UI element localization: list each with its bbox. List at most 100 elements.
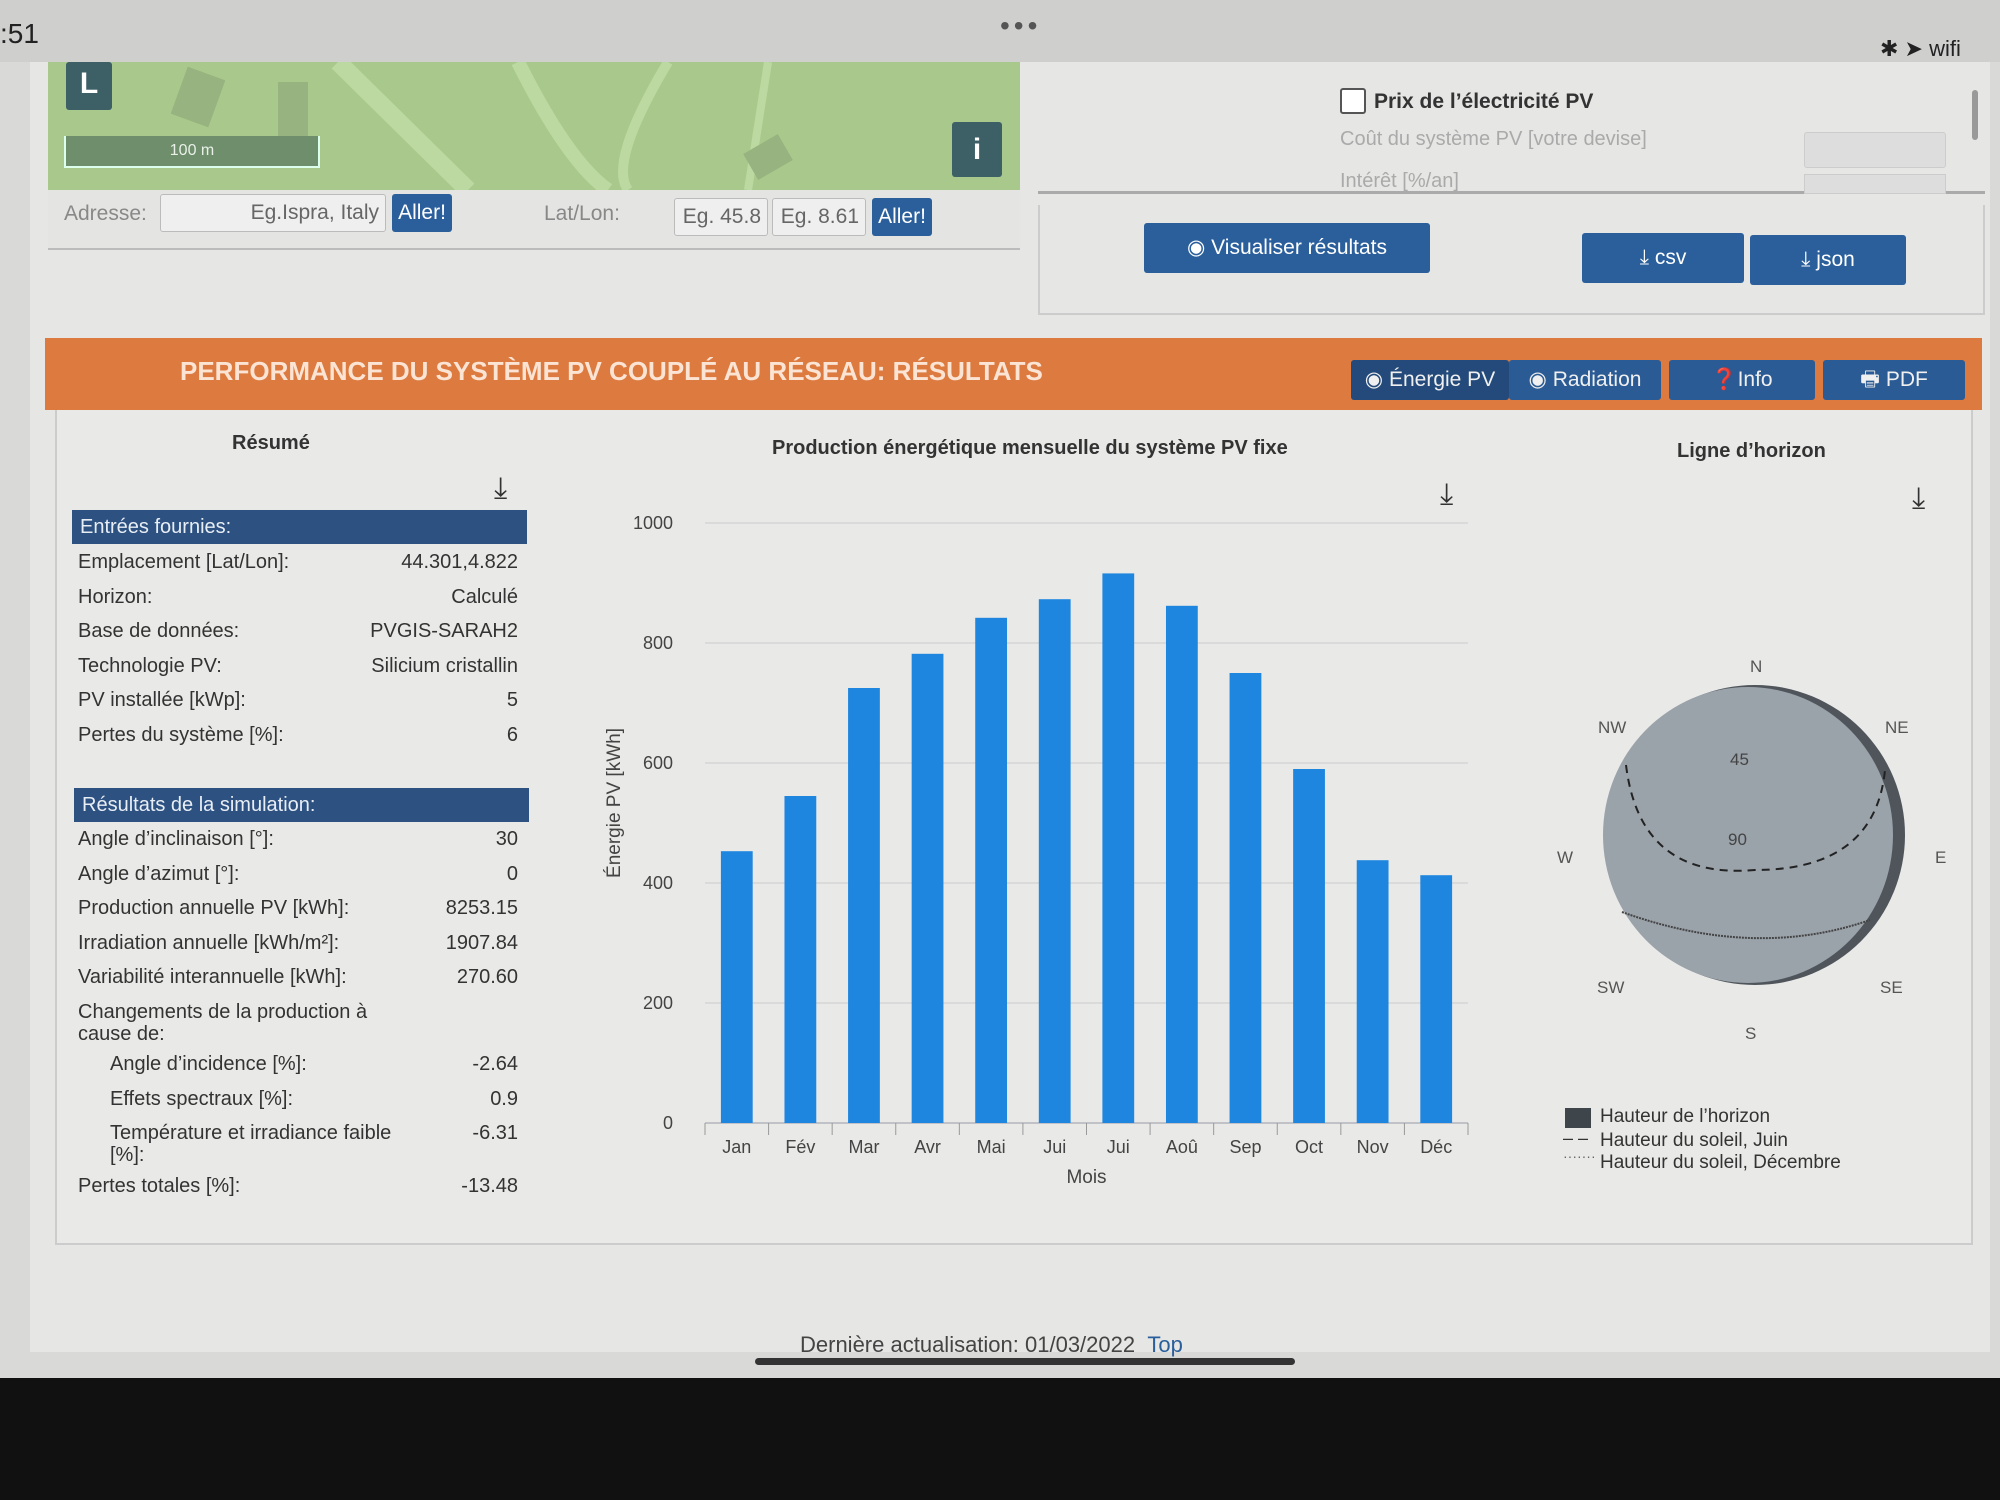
legend-swatch-horizon [1565,1108,1591,1128]
row-label: Angle d’inclinaison [°]: [78,828,274,850]
y-tick-label: 0 [663,1113,673,1133]
layer-button[interactable]: L [66,62,112,110]
horizon-title: Ligne d’horizon [1677,440,1826,462]
price-checkbox[interactable] [1340,88,1366,114]
bar [1356,860,1389,1123]
pricing-panel: Prix de l’électricité PV Coût du système… [1038,62,1985,194]
row-label: Emplacement [Lat/Lon]: [78,551,290,573]
x-tick-label: Nov [1357,1137,1389,1157]
home-indicator[interactable] [755,1358,1295,1365]
summary-row: Pertes du système [%]: 6 [78,724,518,746]
device-bezel [0,1378,2000,1500]
compass-e: E [1935,848,1947,867]
sky-disc [1603,687,1893,983]
summary-row: Horizon: Calculé [78,586,518,608]
summary-row: Variabilité interannuelle [kWh]: 270.60 [78,966,518,988]
legend-dot-icon: ······· [1563,1148,1596,1164]
chart-download-icon[interactable]: ⤓ [1440,478,1454,511]
csv-label: csv [1654,246,1687,269]
legend-horizon: Hauteur de l’horizon [1600,1106,1771,1127]
compass-ne: NE [1885,718,1909,737]
bar [975,617,1008,1123]
summary-title: Résumé [232,432,310,454]
multitask-dots[interactable]: ••• [1000,10,1042,41]
lon-input[interactable]: Eg. 8.61 [772,198,866,236]
download-icon: ⤓ [1801,248,1817,271]
address-row: Adresse: Eg.Ispra, Italy Aller! Lat/Lon:… [48,190,1020,250]
row-label: Effets spectraux [%]: [110,1087,294,1110]
download-json-button[interactable]: ⤓ json [1750,235,1906,285]
x-axis-label: Mois [1066,1167,1106,1188]
summary-row: Technologie PV: Silicium cristallin [78,655,518,677]
top-link[interactable]: Top [1147,1332,1183,1357]
pdf-button[interactable]: 🖶 PDF [1823,360,1965,400]
bar [1038,599,1071,1123]
x-tick-label: Jan [722,1137,751,1157]
eye-icon: ◉ [1186,236,1212,259]
compass-w: W [1557,848,1574,867]
chart-title: Production énergétique mensuelle du syst… [772,437,1288,459]
x-tick-label: Jui [1107,1137,1130,1157]
scrollbar[interactable] [1972,90,1978,140]
row-value: 0 [506,862,518,885]
info-button[interactable]: ❓Info [1669,360,1815,400]
interest-input[interactable] [1804,174,1946,194]
y-tick-label: 800 [643,633,673,653]
legend-december: Hauteur du soleil, Décembre [1600,1152,1841,1173]
bar [911,653,944,1123]
summary-row: Emplacement [Lat/Lon]: 44.301,4.822 [78,551,518,573]
row-value: 270.60 [456,966,518,988]
compass-se: SE [1880,978,1903,997]
address-go-button[interactable]: Aller! [392,194,452,232]
tab-energie-pv[interactable]: ◉ Énergie PV [1351,360,1509,400]
summary-row: Changements de la production à cause de: [78,1001,518,1045]
legend-dash-icon: – – [1563,1128,1589,1148]
x-tick-label: Avr [914,1137,941,1157]
visualize-results-button[interactable]: ◉ Visualiser résultats [1144,223,1430,273]
lat-input[interactable]: Eg. 45.8 [674,198,768,236]
compass-sw: SW [1597,978,1625,997]
compass-n: N [1750,657,1763,676]
x-tick-label: Jui [1043,1137,1066,1157]
tab-radiation[interactable]: ◉ Radiation [1509,360,1661,400]
results-title: PERFORMANCE DU SYSTÈME PV COUPLÉ AU RÉSE… [180,356,1043,386]
summary-row: PV installée [kWp]: 5 [78,689,518,711]
x-tick-label: Oct [1295,1137,1323,1157]
row-value: -2.64 [472,1053,518,1075]
compass-s: S [1745,1024,1757,1043]
y-tick-label: 400 [643,873,673,893]
summary-download-icon[interactable]: ⤓ [494,472,508,505]
summary-row: Pertes totales [%]: -13.48 [78,1175,518,1197]
tab-label: Info [1737,368,1773,391]
map[interactable]: L 100 m i [48,62,1020,190]
bar [848,688,880,1123]
map-info-button[interactable]: i [952,122,1002,177]
summary-row: Production annuelle PV [kWh]: 8253.15 [78,897,518,919]
row-label: Température et irradiance faible [%]: [110,1122,392,1166]
y-axis-label: Énergie PV [kWh] [604,728,625,878]
interest-label: Intérêt [%/an] [1340,170,1459,192]
row-value: 1907.84 [445,931,518,954]
actions-panel: ◉ Visualiser résultats ⤓ csv ⤓ json [1038,205,1985,315]
row-label: Angle d’azimut [°]: [78,862,240,885]
row-label: Base de données: [78,620,240,642]
map-roads [170,62,793,190]
row-label: Pertes totales [%]: [78,1174,241,1197]
cost-label: Coût du système PV [votre devise] [1340,128,1647,150]
bar [1293,769,1325,1123]
row-value: Silicium cristallin [371,654,518,677]
address-input[interactable]: Eg.Ispra, Italy [160,194,386,232]
cost-input[interactable] [1804,132,1946,168]
horizon-download-icon[interactable]: ⤓ [1912,482,1926,515]
row-label: Changements de la production à cause de: [78,1000,368,1045]
horizon-chart [1603,685,1905,985]
latlon-go-button[interactable]: Aller! [872,198,932,236]
row-label: Angle d’incidence [%]: [110,1053,307,1075]
summary-row: Effets spectraux [%]: 0.9 [110,1088,518,1110]
ring-label: 90 [1728,830,1747,849]
download-csv-button[interactable]: ⤓ csv [1582,233,1744,283]
row-label: Variabilité interannuelle [kWh]: [78,966,347,988]
question-icon: ❓ [1711,368,1738,391]
summary-row: Température et irradiance faible [%]: -6.… [110,1122,518,1166]
row-value: 0.9 [490,1087,518,1110]
